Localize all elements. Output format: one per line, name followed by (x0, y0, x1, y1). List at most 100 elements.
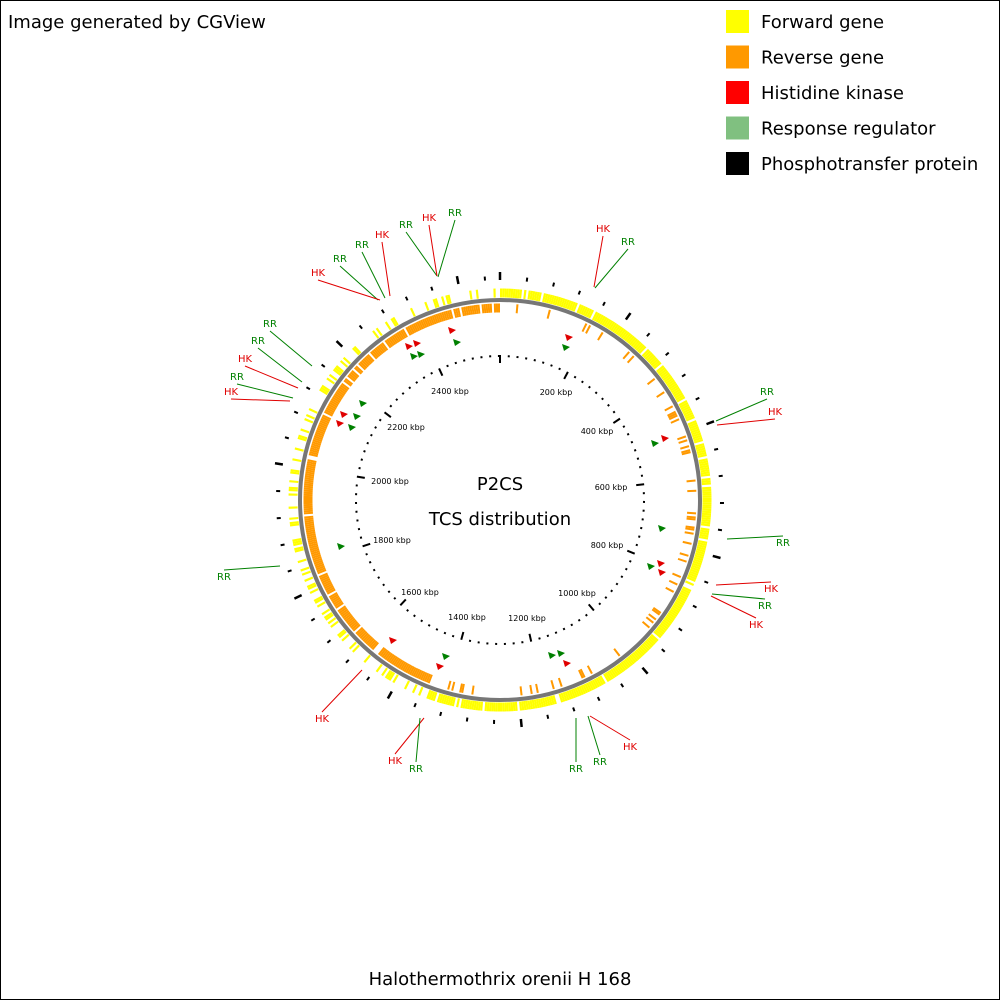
outer-tick (572, 707, 576, 712)
forward-gene (680, 403, 690, 410)
reverse-gene (665, 586, 675, 593)
inner-tick (636, 457, 640, 460)
forward-gene (294, 548, 304, 553)
outer-tick (305, 386, 311, 391)
forward-gene (323, 612, 333, 619)
callout-label: HK (623, 742, 638, 753)
callout-line (437, 219, 456, 278)
forward-gene (300, 428, 310, 434)
reverse-gene (401, 662, 408, 672)
reverse-gene (656, 391, 665, 398)
forward-gene (681, 588, 691, 595)
reverse-gene (416, 669, 422, 679)
forward-gene (689, 568, 699, 574)
outer-tick (386, 690, 393, 700)
inner-tick (438, 368, 444, 377)
forward-gene (445, 295, 450, 305)
reverse-gene (386, 652, 393, 662)
forward-gene (597, 676, 604, 686)
reverse-gene (310, 447, 320, 452)
forward-gene (430, 691, 436, 701)
forward-gene (595, 313, 602, 323)
reverse-gene (335, 391, 344, 398)
forward-gene (646, 353, 655, 362)
reverse-gene (557, 677, 563, 687)
forward-gene (604, 319, 612, 328)
outer-tick (358, 324, 363, 330)
reverse-gene (421, 672, 428, 682)
reverse-gene (668, 414, 678, 421)
forward-gene (597, 314, 604, 324)
inner-tick (581, 380, 584, 384)
forward-gene (426, 689, 432, 699)
inner-tick (383, 411, 392, 418)
inner-tick (356, 475, 365, 479)
tcs-marker (389, 637, 397, 644)
reverse-gene (362, 358, 371, 367)
inner-tick (365, 552, 368, 556)
reverse-gene (425, 673, 431, 683)
forward-gene (695, 552, 705, 557)
reverse-gene (581, 323, 588, 333)
reverse-gene (343, 613, 352, 621)
forward-gene (694, 554, 704, 560)
callout-line (589, 715, 631, 741)
forward-gene (576, 686, 582, 696)
reverse-gene (331, 396, 341, 403)
inner-tick (443, 631, 447, 635)
legend-label: Response regulator (761, 119, 936, 140)
forward-gene (313, 595, 323, 602)
inner-tick (528, 633, 533, 642)
forward-gene (693, 558, 703, 564)
forward-gene (428, 690, 434, 700)
outer-tick (287, 569, 292, 573)
forward-gene (320, 386, 330, 394)
scale-label: 600 kbp (595, 483, 628, 492)
forward-gene (651, 360, 661, 368)
reverse-gene (359, 631, 368, 639)
reverse-gene (384, 651, 392, 661)
inner-tick (446, 364, 449, 368)
reverse-gene (401, 328, 408, 338)
forward-gene (696, 546, 706, 551)
forward-gene (650, 633, 659, 642)
reverse-gene (578, 669, 584, 679)
scale-label: 1600 kbp (401, 588, 439, 597)
forward-gene (552, 295, 557, 305)
callout-label: RR (230, 372, 244, 383)
forward-gene (550, 295, 555, 305)
reverse-gene (394, 658, 402, 668)
forward-gene (682, 407, 692, 414)
forward-gene (330, 620, 339, 628)
forward-gene (658, 624, 668, 632)
forward-gene (688, 572, 698, 578)
outer-tick (274, 461, 284, 466)
forward-gene (572, 302, 578, 312)
reverse-gene (414, 668, 421, 678)
reverse-gene (325, 586, 335, 593)
inner-tick (399, 598, 407, 606)
forward-gene (690, 428, 700, 434)
forward-gene (649, 356, 658, 365)
outer-tick (552, 282, 556, 287)
forward-gene (695, 445, 705, 450)
inner-tick (401, 392, 405, 395)
forward-gene (643, 641, 652, 650)
reverse-gene (408, 666, 415, 676)
forward-gene (670, 606, 680, 614)
forward-gene (546, 294, 551, 304)
forward-gene (630, 338, 639, 347)
inner-tick (427, 624, 431, 627)
forward-gene (660, 370, 669, 378)
forward-gene (684, 580, 695, 587)
center-subtitle: TCS distribution (428, 509, 571, 530)
reverse-gene (326, 405, 336, 412)
legend-swatch (726, 152, 749, 175)
center-title: P2CS (477, 474, 523, 495)
tcs-marker (647, 563, 655, 570)
forward-gene (588, 681, 595, 691)
forward-gene (294, 546, 304, 551)
legend-label: Histidine kinase (761, 83, 904, 104)
scale-label: 1000 kbp (558, 589, 596, 598)
forward-gene (578, 305, 584, 315)
